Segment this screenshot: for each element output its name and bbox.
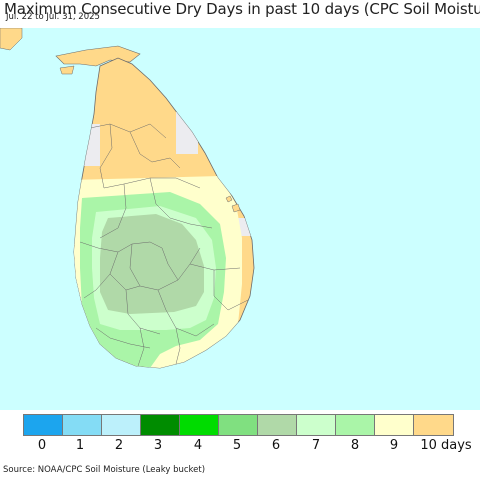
legend-tick-8: 8 [350, 438, 360, 453]
map-panel [0, 28, 480, 410]
nodata-patch-north [176, 112, 198, 154]
legend-swatch-6 [258, 415, 297, 435]
legend-tick-5: 5 [232, 438, 242, 453]
legend-swatch-9 [375, 415, 414, 435]
color-legend: 0 1 2 3 4 5 6 7 8 9 10 days [0, 410, 480, 460]
legend-swatch-5 [219, 415, 258, 435]
map-title: Maximum Consecutive Dry Days in past 10 … [4, 0, 480, 18]
legend-swatch-7 [297, 415, 336, 435]
nodata-patch-west-north [74, 124, 100, 166]
sri-lanka-map [0, 28, 255, 369]
northern-islands [0, 28, 141, 75]
legend-tick-7: 7 [311, 438, 321, 453]
legend-tick-3: 3 [153, 438, 163, 453]
legend-swatch-2 [102, 415, 141, 435]
district-borders [79, 123, 249, 367]
coastal-islets [225, 195, 241, 213]
legend-swatch-3 [141, 415, 180, 435]
legend-tick-1: 1 [75, 438, 85, 453]
legend-tick-9: 9 [389, 438, 399, 453]
legend-swatch-8 [336, 415, 375, 435]
legend-tick-2: 2 [114, 438, 124, 453]
legend-tick-4: 4 [193, 438, 203, 453]
legend-tick-0: 0 [37, 438, 47, 453]
legend-swatch-10 [414, 415, 453, 435]
legend-tick-10: 10 days [420, 438, 472, 453]
footer: Source: NOAA/CPC Soil Moisture (Leaky bu… [0, 460, 480, 480]
date-range: Jul. 22 to Jul. 31, 2025 [6, 12, 100, 22]
legend-swatch-4 [180, 415, 219, 435]
zone-6-days [100, 214, 204, 314]
legend-swatches [23, 414, 454, 436]
legend-tick-6: 6 [271, 438, 281, 453]
legend-swatch-1 [63, 415, 102, 435]
source-credit: Source: NOAA/CPC Soil Moisture (Leaky bu… [3, 465, 206, 475]
legend-swatch-0 [24, 415, 63, 435]
